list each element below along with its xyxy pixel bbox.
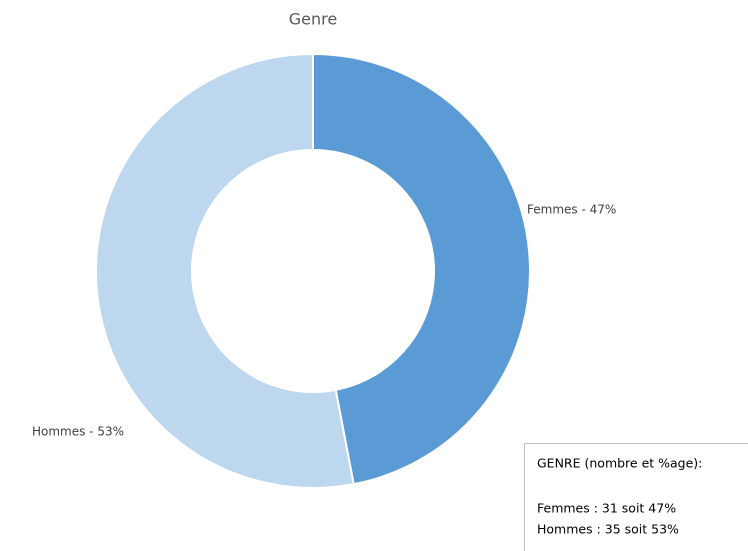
donut-slice: [312, 52, 531, 486]
annotation-line: Femmes : 31 soit 47%: [537, 501, 676, 516]
annotation-box: [524, 443, 748, 551]
annotation-heading: GENRE (nombre et %age):: [537, 456, 702, 471]
annotation-line: Hommes : 35 soit 53%: [537, 522, 679, 537]
chart-title: Genre: [289, 10, 337, 29]
data-label: Femmes - 47%: [527, 203, 616, 217]
donut-slice: [95, 52, 355, 489]
data-label: Hommes - 53%: [32, 425, 124, 439]
